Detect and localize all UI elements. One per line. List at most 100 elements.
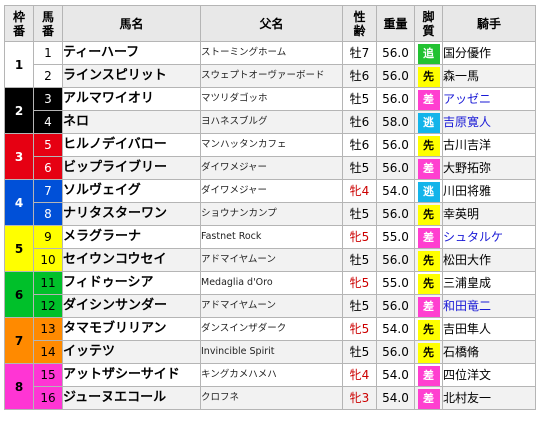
jockey-name[interactable]: 和田竜二 xyxy=(442,294,536,318)
running-style-badge: 先 xyxy=(417,343,440,363)
header-name: 馬名 xyxy=(62,5,201,42)
sire-name: スウェプトオーヴァーボード xyxy=(200,64,343,88)
running-style-badge: 先 xyxy=(417,205,440,225)
sex-age: 牝4 xyxy=(342,363,377,387)
jockey-name[interactable]: 吉田隼人 xyxy=(442,317,536,341)
table-row: 8 15 アットザシーサイド キングカメハメハ 牝4 54.0 差四位洋文 xyxy=(4,363,536,410)
horse-name: ジューヌエコール xyxy=(62,386,201,410)
running-style-badge: 差 xyxy=(417,90,440,110)
jockey-name[interactable]: 古川吉洋 xyxy=(442,133,536,157)
running-style: 先 xyxy=(414,202,443,226)
sex-age: 牡5 xyxy=(342,294,377,318)
sire-name: ダイワメジャー xyxy=(200,156,343,180)
carried-weight: 56.0 xyxy=(376,133,415,157)
sex-age: 牡5 xyxy=(342,340,377,364)
race-entries-table: 枠番 馬番 馬名 父名 性齢 重量 脚質 騎手 1 1 ティーハーフ ストーミングホー… xyxy=(4,5,536,410)
running-style-badge: 先 xyxy=(417,136,440,156)
horse-name: ナリタスターワン xyxy=(62,202,201,226)
jockey-name[interactable]: 松田大作 xyxy=(442,248,536,272)
running-style: 逃 xyxy=(414,110,443,134)
carried-weight: 56.0 xyxy=(376,294,415,318)
header-sex-age: 性齢 xyxy=(342,5,377,42)
horse-number: 14 xyxy=(33,340,63,364)
horse-name: アットザシーサイド xyxy=(62,363,201,387)
sex-age: 牝5 xyxy=(342,225,377,249)
jockey-name[interactable]: 川田将雅 xyxy=(442,179,536,203)
table-row: 7 13 タマモブリリアン ダンスインザダーク 牝5 54.0 先吉田隼人 xyxy=(4,317,536,364)
running-style-badge: 先 xyxy=(417,251,440,271)
table-row: 6 11 フィドゥーシア Medaglia d'Oro 牝5 55.0 先三浦皇成 xyxy=(4,271,536,318)
sex-age: 牝3 xyxy=(342,386,377,410)
sire-name: マンハッタンカフェ xyxy=(200,133,343,157)
sex-age: 牡5 xyxy=(342,87,377,111)
sex-age: 牝4 xyxy=(342,179,377,203)
jockey-name[interactable]: 石橋脩 xyxy=(442,340,536,364)
jockey-name[interactable]: 大野拓弥 xyxy=(442,156,536,180)
running-style: 先 xyxy=(414,133,443,157)
horse-name: タマモブリリアン xyxy=(62,317,201,341)
running-style-badge: 差 xyxy=(417,366,440,386)
table-row: 12 ダイシンサンダー アドマイヤムーン 牡5 56.0 差和田竜二 xyxy=(4,294,536,318)
table-row: 4 7 ソルヴェイグ ダイワメジャー 牝4 54.0 逃川田将雅 xyxy=(4,179,536,226)
table-row: 6 ビップライブリー ダイワメジャー 牡5 56.0 差大野拓弥 xyxy=(4,156,536,180)
header-jockey: 騎手 xyxy=(442,5,536,42)
header-uma: 馬番 xyxy=(33,5,63,42)
horse-name: アルマワイオリ xyxy=(62,87,201,111)
running-style-badge: 追 xyxy=(417,44,440,64)
horse-number: 13 xyxy=(33,317,63,341)
sex-age: 牝5 xyxy=(342,317,377,341)
jockey-name[interactable]: 吉原寛人 xyxy=(442,110,536,134)
jockey-name[interactable]: シュタルケ xyxy=(442,225,536,249)
horse-number: 1 xyxy=(33,41,63,65)
horse-name: メラグラーナ xyxy=(62,225,201,249)
table-row: 14 イッテツ Invincible Spirit 牡5 56.0 先石橋脩 xyxy=(4,340,536,364)
waku-cell: 4 xyxy=(4,179,34,226)
jockey-name[interactable]: 森一馬 xyxy=(442,64,536,88)
sex-age: 牡6 xyxy=(342,133,377,157)
carried-weight: 56.0 xyxy=(376,202,415,226)
horse-name: ティーハーフ xyxy=(62,41,201,65)
horse-name: ネロ xyxy=(62,110,201,134)
running-style: 差 xyxy=(414,363,443,387)
running-style: 先 xyxy=(414,271,443,295)
horse-number: 11 xyxy=(33,271,63,295)
waku-cell: 3 xyxy=(4,133,34,180)
running-style: 差 xyxy=(414,386,443,410)
jockey-name[interactable]: 三浦皇成 xyxy=(442,271,536,295)
sex-age: 牡6 xyxy=(342,110,377,134)
sire-name: ショウナンカンプ xyxy=(200,202,343,226)
running-style-badge: 逃 xyxy=(417,113,440,133)
header-row: 枠番 馬番 馬名 父名 性齢 重量 脚質 騎手 xyxy=(4,5,536,42)
running-style-badge: 差 xyxy=(417,389,440,409)
horse-name: ダイシンサンダー xyxy=(62,294,201,318)
jockey-name[interactable]: 国分優作 xyxy=(442,41,536,65)
waku-cell: 7 xyxy=(4,317,34,364)
jockey-name[interactable]: 四位洋文 xyxy=(442,363,536,387)
waku-cell: 8 xyxy=(4,363,34,410)
table-row: 16 ジューヌエコール クロフネ 牝3 54.0 差北村友一 xyxy=(4,386,536,410)
running-style: 先 xyxy=(414,248,443,272)
carried-weight: 56.0 xyxy=(376,87,415,111)
sire-name: ヨハネスブルグ xyxy=(200,110,343,134)
jockey-name[interactable]: 北村友一 xyxy=(442,386,536,410)
sire-name: アドマイヤムーン xyxy=(200,248,343,272)
sex-age: 牡6 xyxy=(342,64,377,88)
carried-weight: 56.0 xyxy=(376,248,415,272)
sire-name: Medaglia d'Oro xyxy=(200,271,343,295)
running-style-badge: 差 xyxy=(417,297,440,317)
horse-name: ラインスピリット xyxy=(62,64,201,88)
jockey-name[interactable]: 幸英明 xyxy=(442,202,536,226)
horse-number: 12 xyxy=(33,294,63,318)
running-style: 追 xyxy=(414,41,443,65)
sire-name: Invincible Spirit xyxy=(200,340,343,364)
entries-body: 1 1 ティーハーフ ストーミングホーム 牡7 56.0 追国分優作 2 ラインスピリット スウェ… xyxy=(4,41,536,410)
horse-name: ビップライブリー xyxy=(62,156,201,180)
jockey-name[interactable]: アッゼニ xyxy=(442,87,536,111)
running-style: 差 xyxy=(414,294,443,318)
horse-name: フィドゥーシア xyxy=(62,271,201,295)
waku-cell: 6 xyxy=(4,271,34,318)
horse-number: 6 xyxy=(33,156,63,180)
running-style-badge: 先 xyxy=(417,67,440,87)
header-waku: 枠番 xyxy=(4,5,34,42)
table-row: 10 セイウンコウセイ アドマイヤムーン 牡5 56.0 先松田大作 xyxy=(4,248,536,272)
